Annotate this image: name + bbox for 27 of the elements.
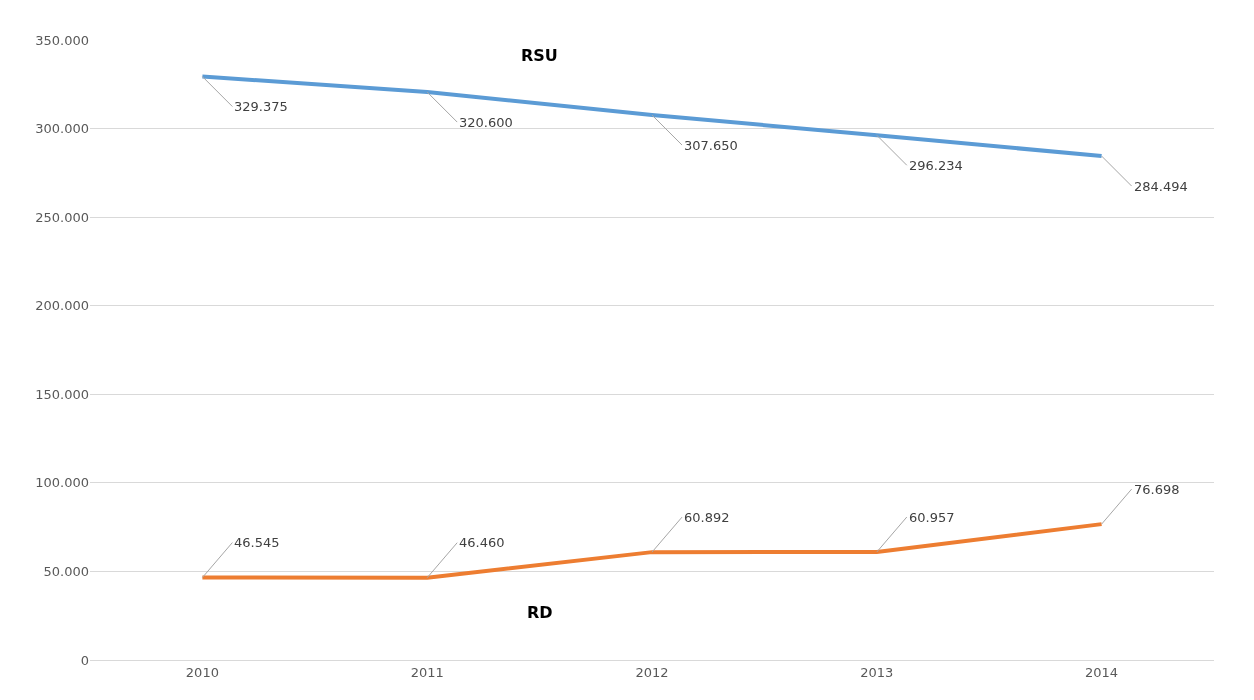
- x-tick-label: 2010: [185, 664, 219, 680]
- y-tick-label: 200.000: [35, 298, 89, 314]
- y-tick-label: 50.000: [43, 563, 89, 579]
- x-tick-label: 2011: [410, 664, 444, 680]
- y-tick-label: 350.000: [35, 32, 89, 48]
- line-series: [200, 522, 1104, 580]
- data-label: 329.375: [234, 99, 288, 114]
- y-tick-label: 300.000: [35, 121, 89, 137]
- data-label: 76.698: [1134, 482, 1180, 497]
- text: RSU: [521, 46, 558, 65]
- data-label: 296.234: [909, 158, 963, 173]
- line-series: [200, 74, 1104, 159]
- x-tick-label: 2012: [635, 664, 669, 680]
- data-label: 60.957: [909, 510, 955, 525]
- text: RD: [527, 603, 553, 622]
- data-label: 320.600: [459, 115, 513, 130]
- data-label: 60.892: [684, 510, 730, 525]
- data-label: 284.494: [1134, 179, 1188, 194]
- data-label: 307.650: [684, 138, 738, 153]
- y-tick-label: 100.000: [35, 475, 89, 491]
- y-tick-label: 150.000: [35, 386, 89, 402]
- x-tick-label: 2014: [1085, 664, 1119, 680]
- data-label: 46.545: [234, 535, 280, 550]
- y-tick-label: 0: [80, 652, 89, 668]
- y-tick-label: 250.000: [35, 209, 89, 225]
- data-label: 46.460: [459, 535, 505, 550]
- x-tick-label: 2013: [860, 664, 894, 680]
